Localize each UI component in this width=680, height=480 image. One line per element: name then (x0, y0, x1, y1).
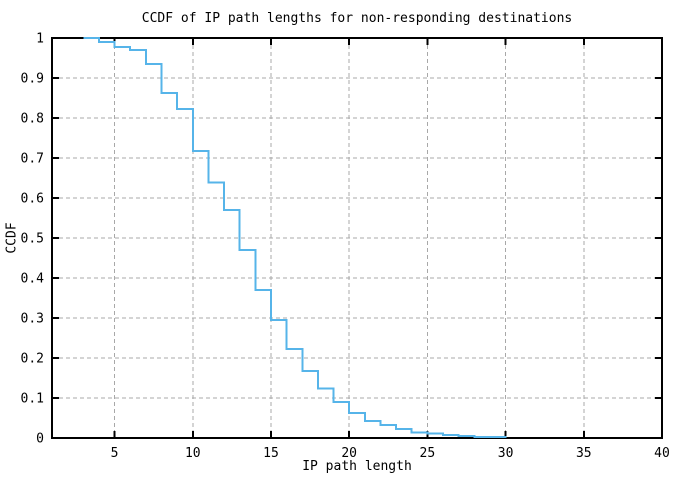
x-tick-label: 15 (263, 446, 279, 461)
x-tick-label: 10 (185, 446, 201, 461)
y-tick-label: 0.5 (21, 232, 44, 247)
x-tick-label: 25 (420, 446, 436, 461)
x-axis-label: IP path length (302, 459, 412, 474)
x-tick-label: 30 (498, 446, 514, 461)
x-tick-label: 5 (111, 446, 119, 461)
x-tick-label: 40 (654, 446, 670, 461)
chart-title: CCDF of IP path lengths for non-respondi… (141, 11, 573, 26)
y-tick-label: 0.8 (21, 112, 44, 127)
y-tick-label: 0.3 (21, 312, 44, 327)
y-tick-label: 0.4 (21, 272, 45, 287)
y-tick-label: 0.7 (21, 152, 44, 167)
x-tick-label: 20 (341, 446, 357, 461)
y-tick-label: 0.1 (21, 392, 44, 407)
ccdf-step-line (83, 37, 507, 439)
y-tick-label: 0.6 (21, 192, 44, 207)
y-tick-label: 0.9 (21, 72, 44, 87)
x-tick-label: 35 (576, 446, 592, 461)
y-tick-label: 0.2 (21, 352, 44, 367)
y-tick-label: 1 (36, 32, 44, 47)
y-tick-label: 0 (36, 432, 44, 447)
